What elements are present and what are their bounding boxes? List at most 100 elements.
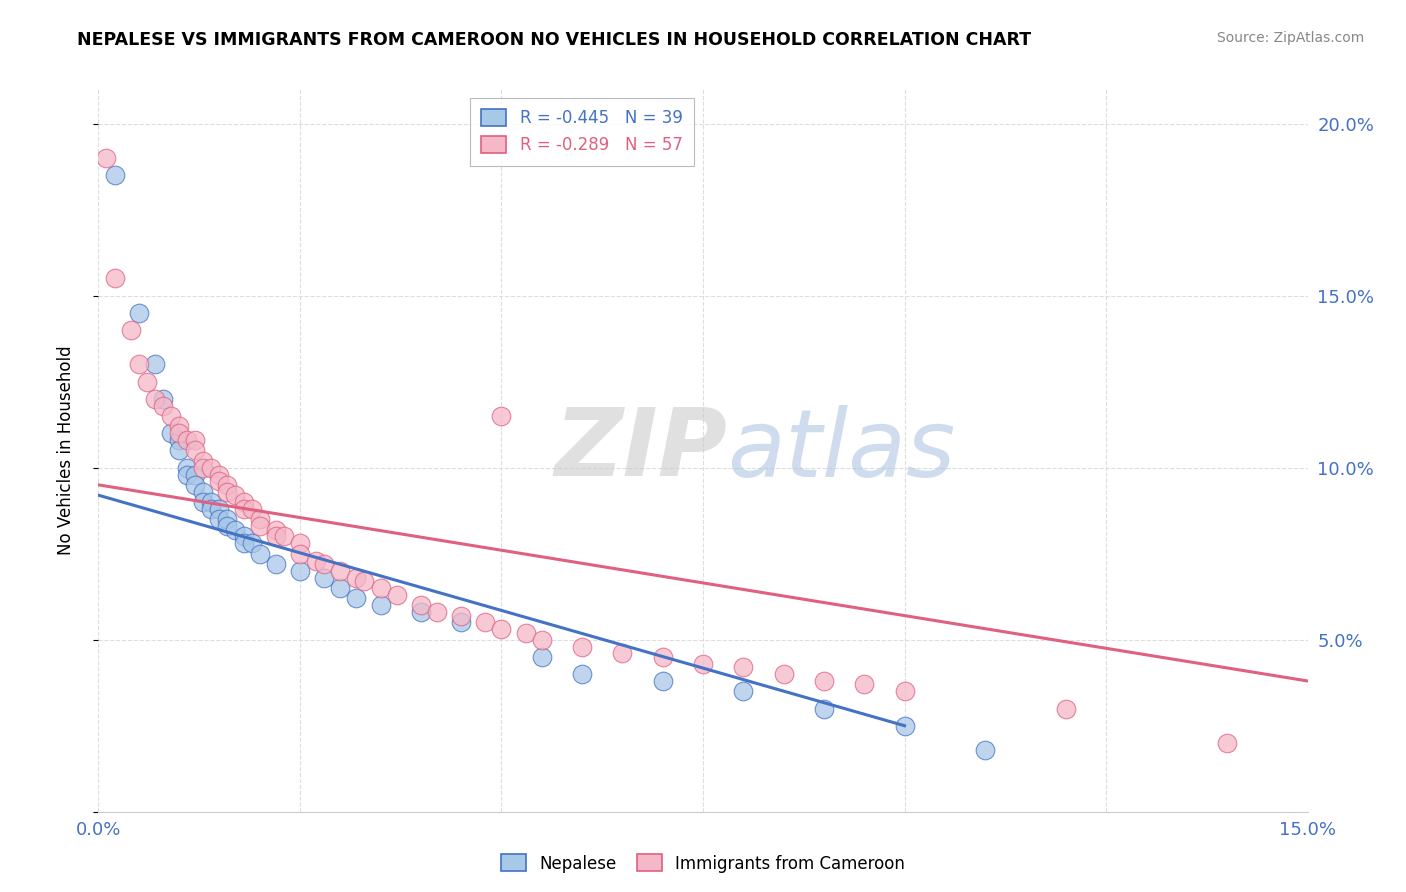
Point [232, 536, 254, 550]
Point [426, 605, 449, 619]
Point [176, 460, 198, 475]
Point [128, 358, 150, 372]
Point [329, 564, 352, 578]
Point [208, 467, 231, 482]
Text: ZIP: ZIP [554, 404, 727, 497]
Point [232, 502, 254, 516]
Point [232, 529, 254, 543]
Point [152, 392, 174, 406]
Point [264, 529, 287, 543]
Point [120, 323, 142, 337]
Point [692, 657, 714, 671]
Legend: Nepalese, Immigrants from Cameroon: Nepalese, Immigrants from Cameroon [495, 847, 911, 880]
Point [208, 512, 231, 526]
Point [135, 375, 157, 389]
Point [651, 673, 673, 688]
Point [733, 684, 755, 698]
Point [240, 502, 263, 516]
Point [772, 667, 794, 681]
Point [152, 399, 174, 413]
Point [240, 536, 263, 550]
Point [370, 599, 392, 613]
Point [128, 306, 150, 320]
Point [530, 632, 553, 647]
Point [491, 409, 513, 423]
Point [450, 608, 472, 623]
Point [160, 409, 183, 423]
Point [733, 660, 755, 674]
Point [264, 523, 287, 537]
Point [515, 625, 537, 640]
Point [200, 460, 222, 475]
Point [273, 529, 295, 543]
Point [571, 640, 593, 654]
Legend: R = -0.445   N = 39, R = -0.289   N = 57: R = -0.445 N = 39, R = -0.289 N = 57 [470, 97, 695, 166]
Point [491, 623, 513, 637]
Point [264, 557, 287, 571]
Point [217, 484, 239, 499]
Point [200, 495, 222, 509]
Point [893, 684, 915, 698]
Point [450, 615, 472, 630]
Point [103, 271, 125, 285]
Point [314, 571, 336, 585]
Point [193, 484, 215, 499]
Point [1216, 736, 1239, 750]
Point [385, 588, 408, 602]
Point [167, 419, 190, 434]
Point [176, 433, 198, 447]
Point [193, 460, 215, 475]
Point [184, 478, 207, 492]
Point [1054, 701, 1077, 715]
Point [288, 536, 311, 550]
Point [224, 523, 246, 537]
Point [530, 649, 553, 664]
Point [249, 512, 271, 526]
Point [103, 168, 125, 182]
Point [167, 426, 190, 441]
Point [344, 571, 367, 585]
Point [370, 581, 392, 595]
Point [813, 701, 835, 715]
Point [217, 478, 239, 492]
Point [288, 564, 311, 578]
Point [193, 495, 215, 509]
Point [353, 574, 375, 589]
Point [143, 358, 166, 372]
Point [176, 467, 198, 482]
Point [571, 667, 593, 681]
Point [853, 677, 876, 691]
Point [208, 502, 231, 516]
Y-axis label: No Vehicles in Household: No Vehicles in Household [56, 345, 75, 556]
Point [813, 673, 835, 688]
Point [314, 557, 336, 571]
Point [329, 581, 352, 595]
Point [974, 743, 997, 757]
Text: NEPALESE VS IMMIGRANTS FROM CAMEROON NO VEHICLES IN HOUSEHOLD CORRELATION CHART: NEPALESE VS IMMIGRANTS FROM CAMEROON NO … [77, 31, 1032, 49]
Point [143, 392, 166, 406]
Point [288, 547, 311, 561]
Point [208, 475, 231, 489]
Point [96, 151, 118, 165]
Point [160, 426, 183, 441]
Point [893, 719, 915, 733]
Point [249, 519, 271, 533]
Point [305, 553, 328, 567]
Point [167, 433, 190, 447]
Point [184, 433, 207, 447]
Point [217, 512, 239, 526]
Point [184, 467, 207, 482]
Point [612, 647, 634, 661]
Point [184, 443, 207, 458]
Point [651, 649, 673, 664]
Text: Source: ZipAtlas.com: Source: ZipAtlas.com [1216, 31, 1364, 45]
Point [232, 495, 254, 509]
Point [200, 502, 222, 516]
Point [409, 605, 432, 619]
Text: atlas: atlas [727, 405, 956, 496]
Point [249, 547, 271, 561]
Point [409, 599, 432, 613]
Point [217, 519, 239, 533]
Point [344, 591, 367, 606]
Point [193, 454, 215, 468]
